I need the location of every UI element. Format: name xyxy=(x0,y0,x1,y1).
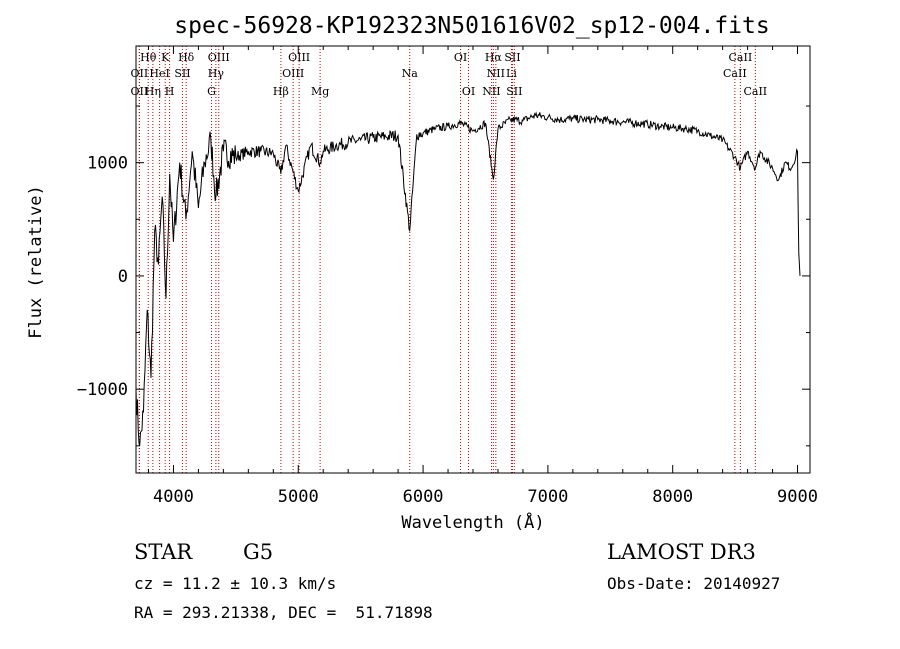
spectral-line-label: SII xyxy=(506,85,522,98)
spectral-line-label: NII xyxy=(487,67,505,80)
survey-name: LAMOST DR3 xyxy=(607,540,756,564)
spectral-line-label: OII xyxy=(131,85,149,98)
x-tick-label: 8000 xyxy=(652,487,693,507)
observation-date: Obs-Date: 20140927 xyxy=(607,574,781,593)
object-type: STAR xyxy=(134,540,193,564)
spectral-line-markers xyxy=(138,46,756,473)
spectral-line-label: Li xyxy=(506,67,517,80)
y-tick-label: −1000 xyxy=(77,380,128,400)
spectral-line-label: Hβ xyxy=(273,85,289,98)
spectral-line-label: OIII xyxy=(208,51,230,64)
x-tick-label: 4000 xyxy=(153,487,194,507)
spectral-line-label: Hη xyxy=(145,85,161,98)
spectral-line-label: Hθ xyxy=(140,51,157,64)
spectral-line-labels: OII Hθ OII HeI Hη K H SII Hδ OIII Hγ G Hβ OIII OIII Mg N… xyxy=(131,51,768,98)
redshift-velocity: cz = 11.2 ± 10.3 km/s xyxy=(134,574,337,593)
x-tick-label: 6000 xyxy=(403,487,444,507)
chart-title: spec-56928-KP192323N501616V02_sp12-004.f… xyxy=(174,13,769,39)
spectral-line-label: Hα xyxy=(485,51,503,64)
spectral-line-label: Hδ xyxy=(178,51,195,64)
x-tick-label: 5000 xyxy=(278,487,319,507)
spectral-line-label: NII xyxy=(482,85,500,98)
y-tick-label: 1000 xyxy=(87,154,128,174)
y-axis-label: Flux (relative) xyxy=(26,185,46,339)
spectral-line-label: Mg xyxy=(311,85,329,98)
x-tick-label: 9000 xyxy=(777,487,818,507)
flux-series-line xyxy=(136,111,801,446)
spectral-line-label: CaII xyxy=(743,85,767,98)
plot-frame xyxy=(135,45,811,474)
spectral-line-label: G xyxy=(207,85,216,98)
spectral-line-label: SII xyxy=(174,67,190,80)
spectral-line-label: Na xyxy=(402,67,419,80)
spectral-line-label: OI xyxy=(454,51,467,64)
coordinates: RA = 293.21338, DEC = 51.71898 xyxy=(134,603,433,622)
spectral-line-label: Hγ xyxy=(208,67,225,80)
x-axis-label: Wavelength (Å) xyxy=(401,511,544,533)
spectral-line-label: OIII xyxy=(288,51,310,64)
spectral-subclass: G5 xyxy=(243,540,274,564)
axis-ticks: 4000 5000 6000 7000 8000 9000 −1000 0 1000 xyxy=(77,46,818,507)
spectral-line-label: HeI xyxy=(149,67,169,80)
spectral-line-label: OII xyxy=(131,67,149,80)
spectral-line-label: K xyxy=(161,51,170,64)
spectral-line-label: OI xyxy=(462,85,475,98)
spectral-line-label: SII xyxy=(504,51,520,64)
spectral-line-label: CaII xyxy=(729,51,753,64)
spectral-line-label: CaII xyxy=(723,67,747,80)
x-tick-label: 7000 xyxy=(527,487,568,507)
spectral-line-label: H xyxy=(165,85,175,98)
spectral-line-label: OIII xyxy=(282,67,304,80)
y-tick-label: 0 xyxy=(118,267,128,287)
